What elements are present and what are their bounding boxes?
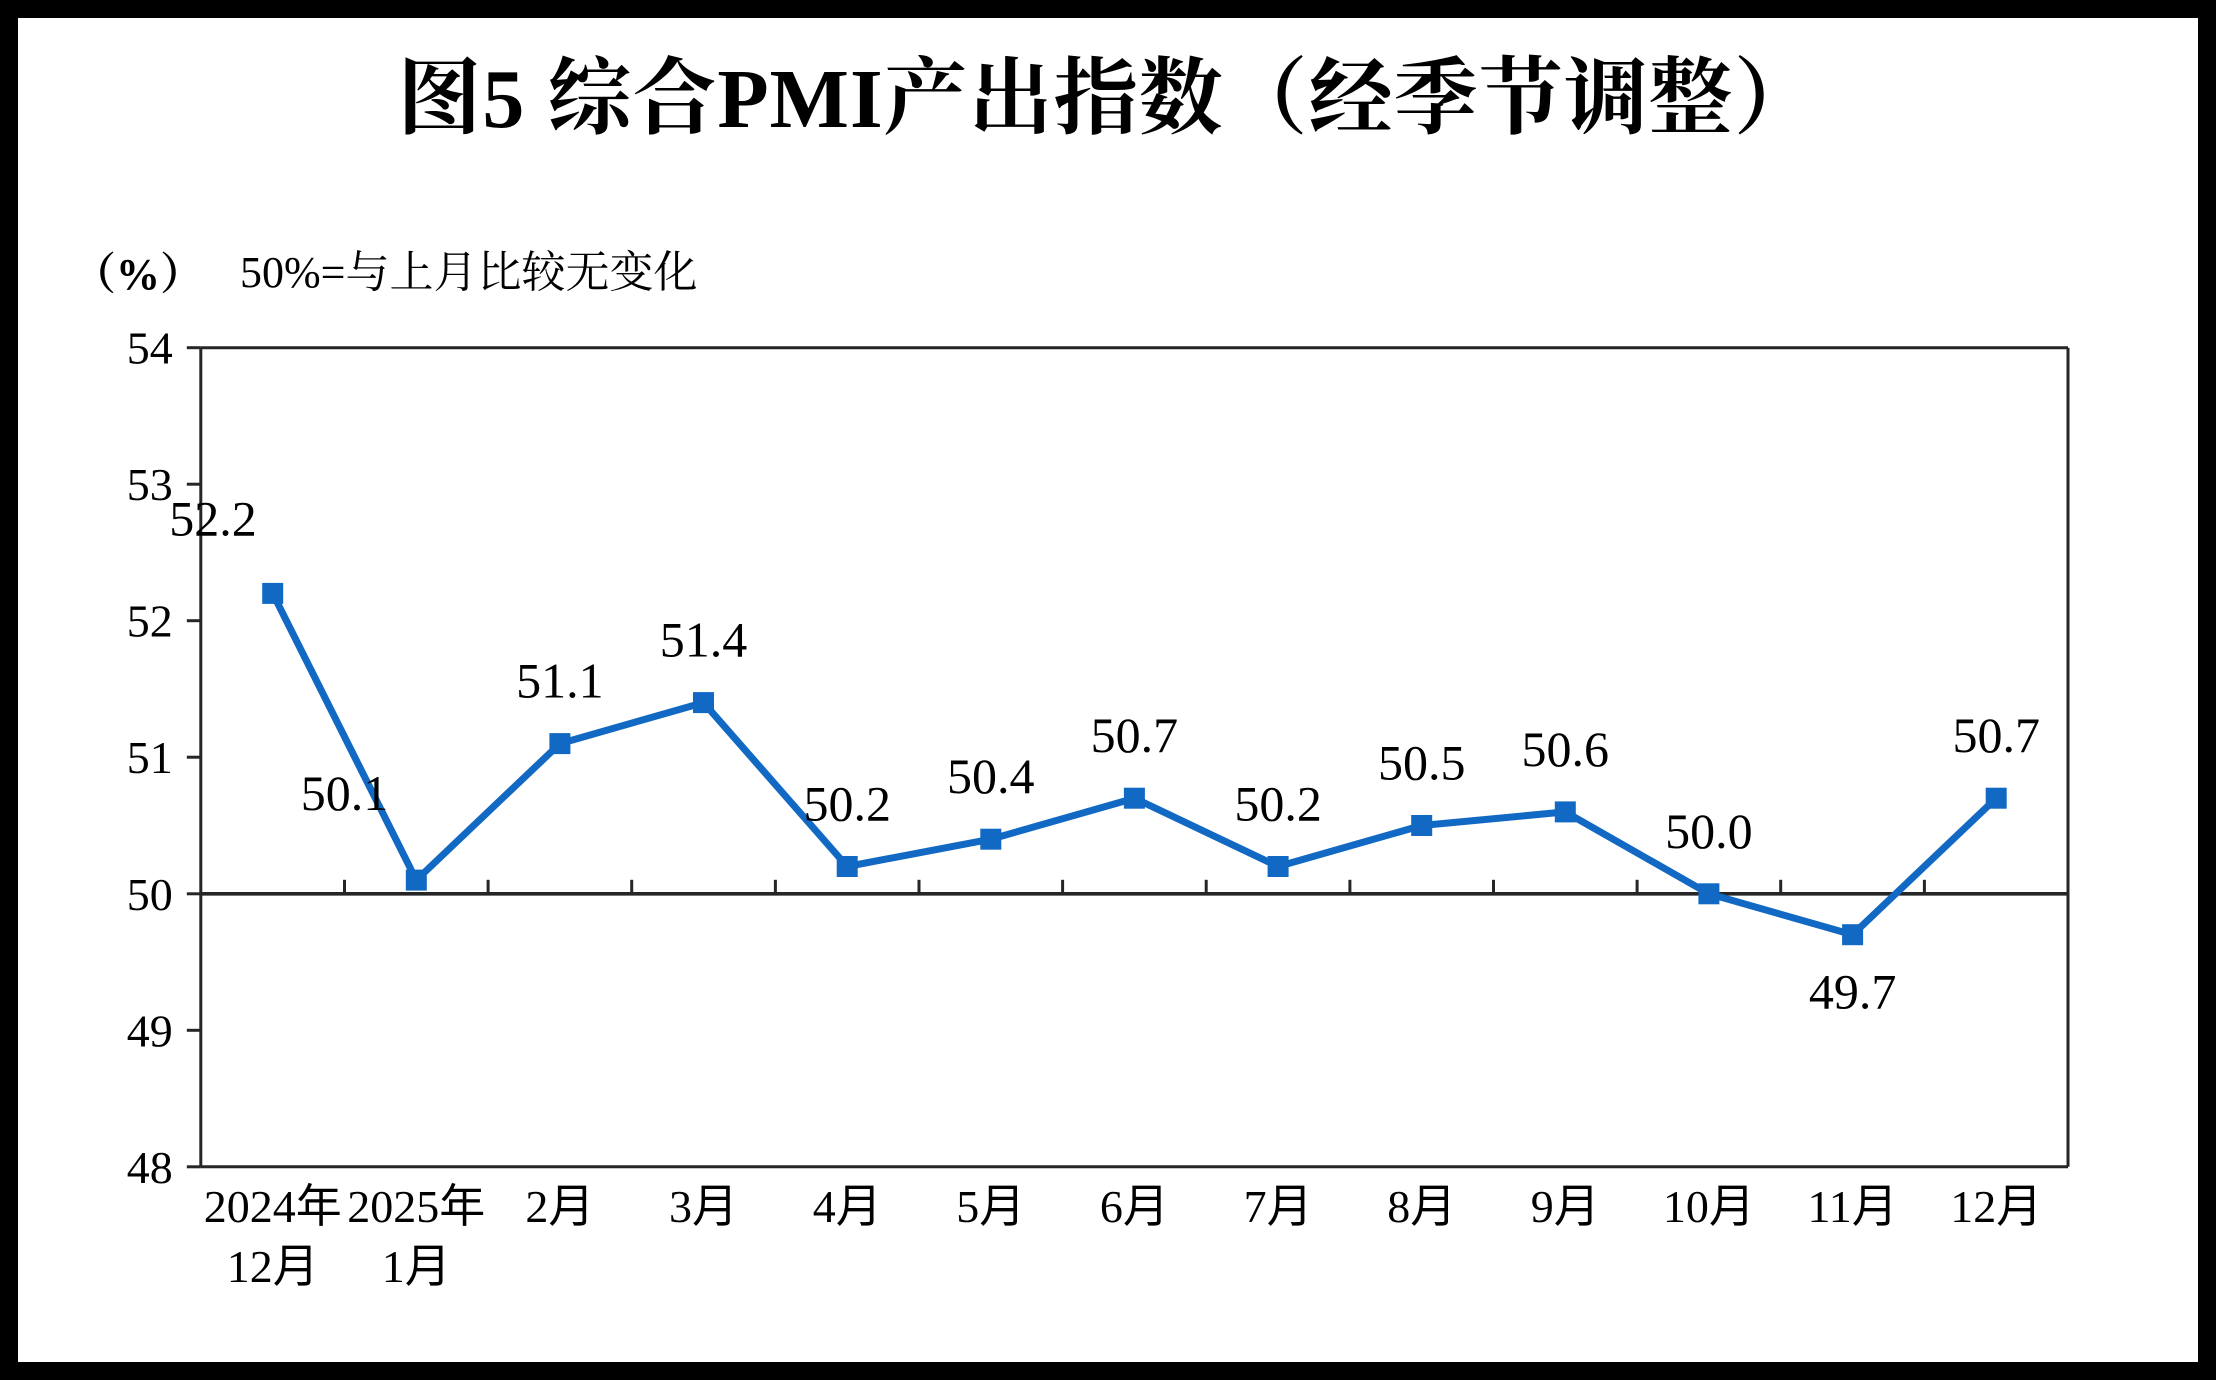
svg-text:52: 52 xyxy=(127,596,173,647)
svg-text:3月: 3月 xyxy=(669,1181,738,1232)
svg-text:9月: 9月 xyxy=(1531,1181,1600,1232)
svg-text:54: 54 xyxy=(127,323,173,374)
svg-text:48: 48 xyxy=(127,1142,173,1193)
svg-text:12月: 12月 xyxy=(227,1241,319,1292)
svg-text:8月: 8月 xyxy=(1387,1181,1456,1232)
svg-text:50.2: 50.2 xyxy=(1234,776,1322,832)
svg-text:50.7: 50.7 xyxy=(1091,707,1179,763)
svg-text:12月: 12月 xyxy=(1950,1181,2042,1232)
svg-text:52.2: 52.2 xyxy=(169,490,257,546)
svg-text:51: 51 xyxy=(127,732,173,783)
svg-text:2025年: 2025年 xyxy=(347,1181,485,1232)
svg-text:50: 50 xyxy=(127,869,173,920)
svg-text:49: 49 xyxy=(127,1005,173,1056)
svg-text:2024年: 2024年 xyxy=(204,1181,342,1232)
svg-text:51.4: 51.4 xyxy=(660,612,748,668)
svg-text:7月: 7月 xyxy=(1244,1181,1313,1232)
svg-text:50.7: 50.7 xyxy=(1952,707,2040,763)
svg-text:50.1: 50.1 xyxy=(301,765,389,821)
svg-text:50.2: 50.2 xyxy=(803,776,891,832)
svg-text:50.0: 50.0 xyxy=(1665,803,1753,859)
svg-text:10月: 10月 xyxy=(1663,1181,1755,1232)
svg-text:1月: 1月 xyxy=(382,1241,451,1292)
svg-text:5月: 5月 xyxy=(956,1181,1025,1232)
svg-text:53: 53 xyxy=(127,459,173,510)
svg-text:11月: 11月 xyxy=(1807,1181,1897,1232)
svg-text:51.1: 51.1 xyxy=(516,653,604,709)
svg-text:50.5: 50.5 xyxy=(1378,735,1466,791)
svg-text:50.4: 50.4 xyxy=(947,748,1035,804)
svg-text:49.7: 49.7 xyxy=(1809,964,1897,1020)
svg-text:4月: 4月 xyxy=(813,1181,882,1232)
svg-text:6月: 6月 xyxy=(1100,1181,1169,1232)
svg-text:50.6: 50.6 xyxy=(1522,721,1610,777)
svg-text:2月: 2月 xyxy=(525,1181,594,1232)
